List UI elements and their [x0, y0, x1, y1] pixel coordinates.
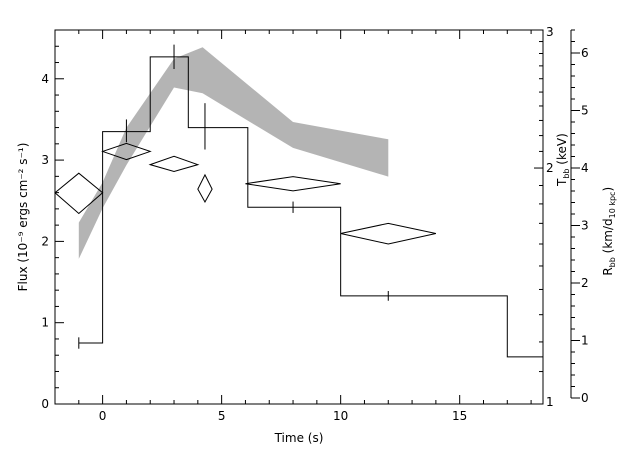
tbb-diamond: [54, 172, 104, 215]
rbb-band-layer: [78, 47, 389, 259]
y-right-inner-axis-label: Tbb (keV): [555, 133, 571, 187]
x-tick-label: 0: [99, 409, 107, 423]
y-right-outer-tick-label: 0: [581, 391, 589, 405]
tbb-label-sub: bb: [562, 169, 571, 179]
x-tick-label: 10: [333, 409, 348, 423]
tbb-diamond: [340, 222, 436, 245]
rbb-label-sub2: 10 kpc: [608, 192, 617, 219]
tbb-diamond: [148, 155, 200, 172]
tbb-label-main: T: [555, 178, 569, 187]
y-left-axis-label: Flux (10⁻⁹ ergs cm⁻² s⁻¹): [16, 143, 30, 292]
plot-frame: [54, 29, 544, 405]
y-right-inner-tick-label: 2: [546, 161, 554, 175]
rbb-label-mid: (km/d: [601, 218, 615, 257]
x-tick-label: 15: [452, 409, 467, 423]
y-right-inner-tick-label: 1: [546, 395, 554, 409]
tbb-label-rest: (keV): [555, 133, 569, 168]
y-right-outer-tick-label: 2: [581, 276, 589, 290]
y-right-outer-tick-label: 4: [581, 161, 589, 175]
tbb-diamond: [245, 176, 341, 192]
tbb-diamond-layer: [54, 142, 436, 245]
y-right-outer-axis-label: Rbb (km/d10 kpc): [601, 187, 617, 276]
rbb-confidence-band: [78, 47, 389, 259]
tbb-diamond: [197, 173, 213, 204]
y-right-outer-tick-label: 5: [581, 104, 589, 118]
x-tick-label: 5: [218, 409, 226, 423]
y-right-outer-tick-label: 3: [581, 219, 589, 233]
tbb-diamond: [101, 142, 152, 161]
rbb-label-main: R: [601, 267, 615, 275]
y-right-outer-tick-label: 1: [581, 334, 589, 348]
axes-layer: 0 5 10 15 0 1 2 3 4 1 2 3 0 1 2 3 4 5 6: [41, 25, 588, 423]
y-left-tick-label: 1: [41, 316, 49, 330]
rbb-label-end: ): [601, 187, 615, 192]
y-left-tick-label: 2: [41, 234, 49, 248]
y-left-tick-label: 0: [41, 397, 49, 411]
y-left-tick-label: 4: [41, 72, 49, 86]
y-left-tick-label: 3: [41, 153, 49, 167]
x-axis-label: Time (s): [274, 431, 324, 445]
flux-step-line: [78, 56, 543, 358]
y-right-outer-tick-label: 6: [581, 46, 589, 60]
y-right-inner-tick-label: 3: [546, 25, 554, 39]
rbb-label-sub1: bb: [608, 257, 617, 267]
flux-step-layer: [78, 44, 543, 358]
